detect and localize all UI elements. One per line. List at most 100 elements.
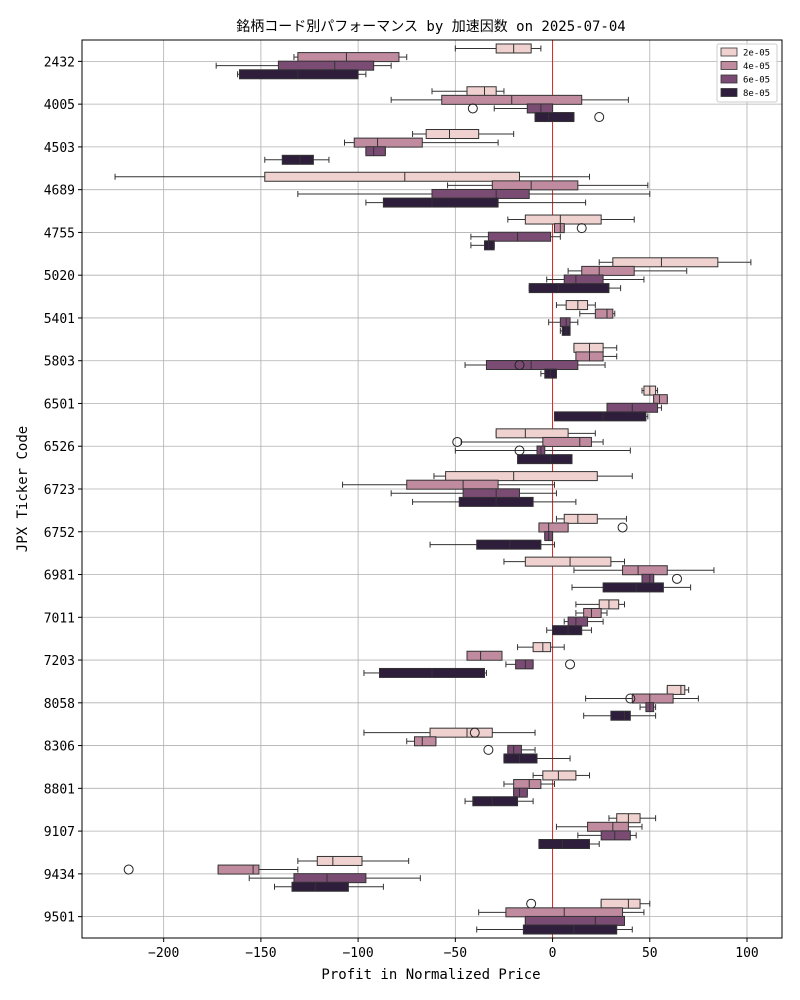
box-8306-4e-05 — [406, 736, 437, 747]
x-tick-label: −50 — [444, 946, 467, 961]
box-4503-4e-05 — [344, 137, 499, 148]
box-7203-6e-05 — [505, 659, 576, 670]
box-iqr — [472, 796, 519, 807]
box-9434-2e-05 — [297, 855, 410, 866]
box-9434-4e-05 — [123, 864, 299, 875]
box-5803-8e-05 — [540, 368, 557, 379]
box-iqr — [484, 240, 495, 251]
box-8801-8e-05 — [464, 796, 534, 807]
box-7011-8e-05 — [546, 625, 592, 636]
legend-swatch — [720, 61, 738, 70]
box-iqr — [666, 684, 686, 695]
box-5401-8e-05 — [559, 325, 571, 336]
box-iqr — [281, 154, 314, 165]
outlier-point — [469, 727, 480, 738]
legend-swatch — [720, 88, 738, 97]
y-tick-label: 5401 — [44, 312, 75, 327]
box-4755-6e-05 — [470, 231, 561, 242]
box-4503-6e-05 — [365, 146, 386, 157]
y-axis-ticks: 2432 4005 4503 4689 4755 5020 5401 5803 6501 6526… — [44, 55, 82, 926]
box-4005-6e-05 — [467, 103, 554, 114]
box-iqr — [581, 265, 635, 276]
box-iqr — [425, 129, 480, 140]
box-iqr — [554, 223, 565, 234]
box-7011-2e-05 — [575, 599, 625, 610]
outlier-point — [576, 223, 587, 234]
y-tick-label: 7011 — [44, 611, 75, 626]
box-7011-4e-05 — [575, 607, 608, 618]
box-9434-8e-05 — [274, 881, 384, 892]
box-7203-2e-05 — [517, 642, 565, 653]
box-6752-6e-05 — [544, 531, 554, 542]
box-4689-8e-05 — [365, 197, 587, 208]
box-iqr — [217, 864, 260, 875]
box-iqr — [487, 231, 552, 242]
box-series — [114, 43, 752, 935]
box-iqr — [542, 770, 577, 781]
box-5020-8e-05 — [528, 283, 622, 294]
y-tick-label: 4503 — [44, 141, 75, 156]
outlier-point — [483, 744, 494, 755]
box-iqr — [462, 488, 521, 499]
x-axis-ticks: −200 −150 −100 −50 0 50 100 — [148, 938, 759, 961]
box-iqr — [565, 300, 589, 311]
legend-label: 8e-05 — [743, 89, 770, 99]
box-iqr — [507, 744, 522, 755]
outlier-point — [467, 103, 478, 114]
legend-swatch — [720, 74, 738, 84]
box-5401-2e-05 — [555, 300, 596, 311]
box-4005-8e-05 — [534, 112, 605, 123]
box-iqr — [538, 522, 569, 533]
y-tick-label: 8058 — [44, 697, 75, 712]
box-8058-2e-05 — [666, 684, 690, 695]
box-6723-8e-05 — [412, 496, 577, 507]
box-7203-8e-05 — [363, 667, 487, 678]
box-iqr — [532, 642, 552, 653]
box-9501-2e-05 — [526, 898, 651, 909]
box-4503-2e-05 — [412, 129, 515, 140]
box-iqr — [567, 616, 589, 627]
box-6752-4e-05 — [538, 522, 628, 533]
box-iqr — [476, 539, 542, 550]
box-iqr — [414, 736, 437, 747]
box-iqr — [382, 197, 499, 208]
y-tick-label: 6723 — [44, 483, 75, 498]
box-6981-8e-05 — [571, 582, 692, 593]
x-tick-label: −200 — [148, 946, 179, 961]
x-tick-label: 50 — [642, 946, 658, 961]
box-iqr — [515, 659, 534, 670]
box-iqr — [353, 137, 423, 148]
box-4689-4e-05 — [447, 180, 649, 191]
outlier-point — [672, 573, 682, 584]
box-5020-4e-05 — [567, 265, 688, 276]
box-iqr — [239, 69, 359, 80]
x-tick-label: 100 — [735, 946, 758, 961]
box-9501-6e-05 — [524, 915, 625, 926]
box-iqr — [554, 411, 647, 422]
box-iqr — [583, 607, 602, 618]
box-6723-4e-05 — [342, 479, 555, 490]
box-6526-2e-05 — [495, 428, 596, 439]
box-iqr — [485, 360, 579, 371]
box-iqr — [291, 881, 349, 892]
x-tick-label: 0 — [549, 946, 557, 961]
box-iqr — [610, 710, 631, 721]
box-2432-2e-05 — [454, 43, 542, 54]
box-2432-8e-05 — [237, 69, 367, 80]
box-iqr — [517, 454, 573, 465]
box-iqr — [534, 112, 575, 123]
outlier-point — [123, 864, 134, 875]
outlier-point — [617, 522, 628, 533]
legend-label: 4e-05 — [743, 62, 770, 72]
box-6526-8e-05 — [517, 454, 573, 465]
box-iqr — [431, 188, 530, 199]
box-4755-4e-05 — [554, 223, 587, 234]
legend-label: 6e-05 — [743, 76, 770, 86]
box-6501-4e-05 — [653, 394, 668, 405]
box-9501-8e-05 — [476, 924, 633, 935]
box-iqr — [293, 873, 367, 884]
box-iqr — [559, 317, 571, 328]
y-tick-label: 9434 — [44, 868, 75, 883]
box-8801-2e-05 — [532, 770, 590, 781]
box-6723-6e-05 — [390, 488, 557, 499]
